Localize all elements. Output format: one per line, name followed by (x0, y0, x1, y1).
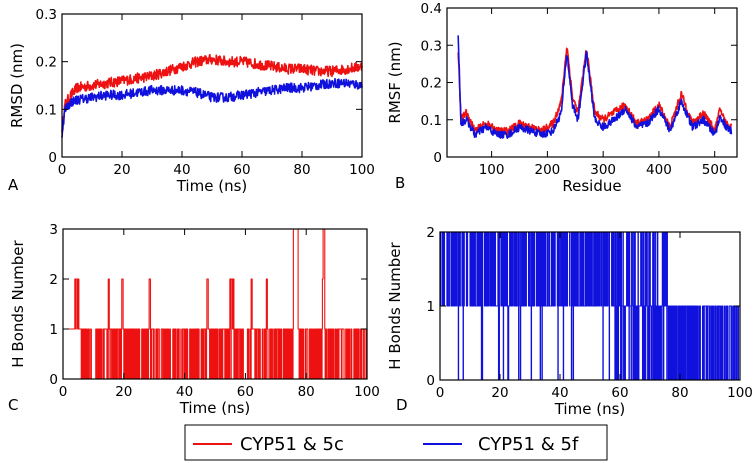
panel-b: 100 200 300 400 500 0 0.1 0.2 0.3 0.4 Residue RMSF … (386, 1, 738, 195)
plot-area-a (61, 53, 363, 138)
x-tick-label: 100 (349, 162, 375, 178)
x-tick-label: 80 (298, 384, 315, 400)
y-tick-label: 2 (426, 225, 435, 241)
x-axis-label: Time (ns) (176, 177, 248, 195)
plot-area-b (457, 35, 733, 140)
y-tick-label: 0.3 (421, 38, 442, 54)
legend-label-5f: CYP51 & 5f (478, 434, 579, 455)
x-tick-label: 40 (173, 162, 190, 178)
x-tick-label: 60 (611, 385, 628, 401)
legend: CYP51 & 5c CYP51 & 5f (184, 424, 608, 461)
x-axis-label: Time (ns) (179, 399, 251, 417)
x-tick-label: 100 (479, 162, 505, 178)
x-tick-label: 400 (646, 162, 672, 178)
x-tick-label: 100 (727, 385, 753, 401)
plot-frame-c (62, 228, 368, 380)
series-line-c-5c (62, 228, 368, 380)
y-tick-label: 0.3 (36, 7, 57, 23)
y-tick-label: 0.1 (36, 102, 57, 118)
y-tick-label: 2 (49, 272, 58, 288)
x-tick-label: 60 (233, 162, 250, 178)
plot-area-d (439, 231, 741, 381)
x-tick-label: 20 (113, 162, 130, 178)
x-tick-label: 60 (237, 384, 254, 400)
panel-d: 0 20 40 60 80 100 0 1 2 Time (ns) H Bonds Number D (386, 225, 753, 418)
x-tick-label: 500 (702, 162, 728, 178)
y-tick-label: 0.2 (421, 76, 442, 92)
x-axis-label: Residue (562, 177, 621, 195)
y-tick-label: 0.2 (36, 55, 57, 71)
panel-label-a: A (8, 176, 19, 194)
series-line-b-5f (457, 35, 733, 140)
legend-label-5c: CYP51 & 5c (240, 434, 344, 455)
x-tick-label: 80 (671, 385, 688, 401)
panel-label-b: B (395, 174, 405, 192)
plot-frame-b (446, 7, 738, 158)
y-tick-label: 1 (49, 322, 58, 338)
plot-frame-a (61, 13, 363, 158)
x-tick-label: 40 (551, 385, 568, 401)
panel-label-c: C (8, 396, 18, 414)
x-tick-label: 20 (491, 385, 508, 401)
y-tick-label: 0 (426, 373, 435, 389)
series-line-a-5f (61, 77, 363, 138)
panel-a: 0 20 40 60 80 100 0 0.1 0.2 0.3 Time (ns) RMSD (nm)… (8, 7, 375, 195)
x-tick-label: 80 (293, 162, 310, 178)
x-tick-label: 300 (590, 162, 616, 178)
y-tick-label: 0 (433, 150, 442, 166)
y-tick-label: 0 (48, 150, 57, 166)
y-tick-label: 0 (49, 372, 58, 388)
y-tick-label: 0.4 (421, 1, 442, 17)
y-axis-label: RMSF (nm) (386, 41, 404, 123)
y-tick-label: 1 (426, 299, 435, 315)
x-tick-label: 100 (354, 384, 380, 400)
x-tick-label: 0 (436, 385, 445, 401)
legend-box (184, 424, 608, 461)
y-axis-label: H Bonds Number (9, 239, 27, 367)
x-tick-label: 0 (59, 384, 68, 400)
series-line-a-5c (61, 53, 363, 133)
x-tick-label: 20 (115, 384, 132, 400)
x-axis-label: Time (ns) (554, 400, 626, 418)
y-tick-label: 3 (49, 222, 58, 238)
y-axis-label: RMSD (nm) (8, 43, 26, 128)
x-tick-label: 40 (176, 384, 193, 400)
y-axis-label: H Bonds Number (386, 241, 404, 369)
panel-c: 0 20 40 60 80 100 0 1 2 3 Time (ns) H Bonds Number C (8, 222, 380, 417)
series-line-d-5f (439, 231, 741, 381)
plot-area-c (62, 228, 368, 380)
y-tick-label: 0.1 (421, 113, 442, 129)
panel-label-d: D (396, 396, 408, 414)
x-tick-label: 200 (534, 162, 560, 178)
x-tick-label: 0 (58, 162, 67, 178)
